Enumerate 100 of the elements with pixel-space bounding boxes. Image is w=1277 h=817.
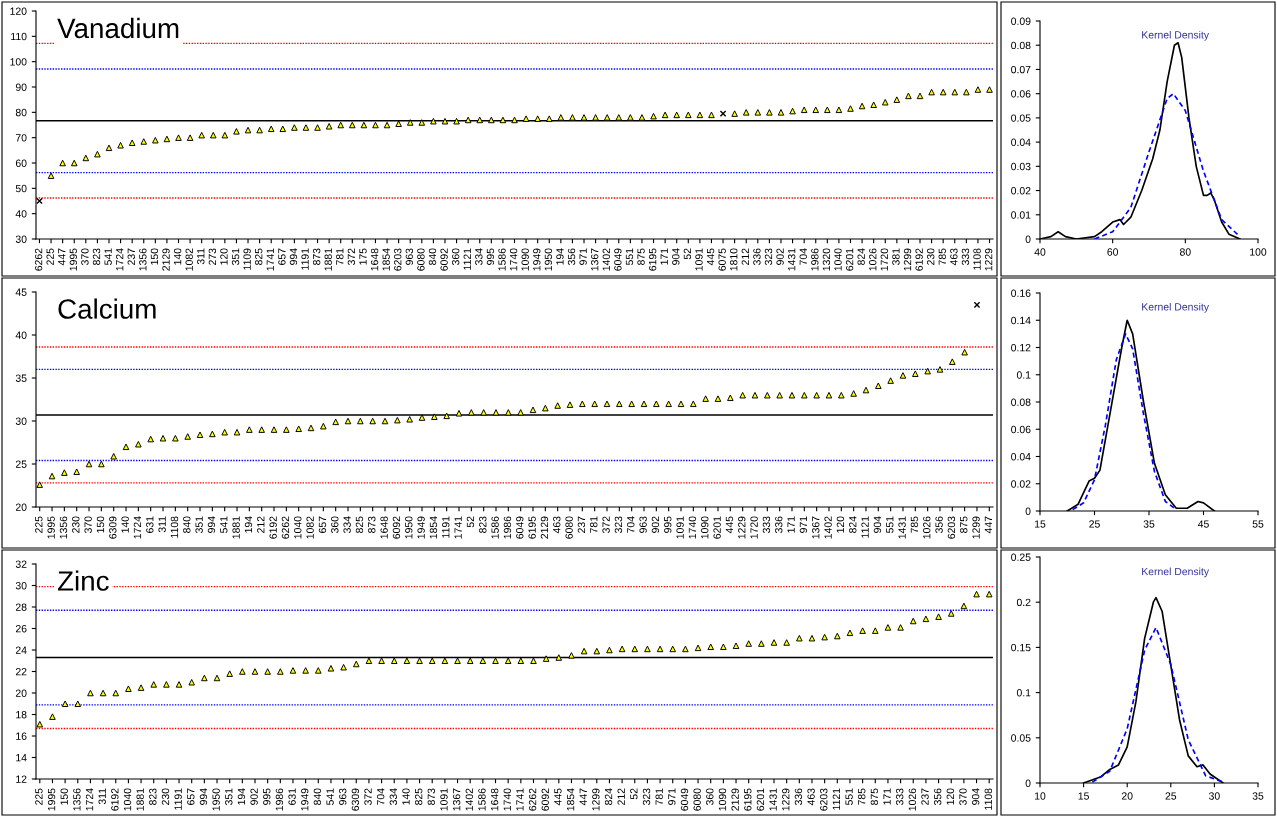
x-tick-label: 902	[651, 516, 660, 533]
x-tick-label: 1950	[212, 788, 220, 811]
x-tick-label: 225	[35, 516, 43, 533]
x-tick-label: 1108	[973, 248, 981, 270]
x-tick-label: 1724	[133, 516, 142, 539]
x-tick-label: 551	[845, 788, 853, 805]
y-tick-label: 0.04	[1011, 138, 1031, 146]
x-tick-label: 873	[427, 788, 436, 805]
x-tick-label: 447	[579, 788, 587, 806]
x-tick-label: 1986	[503, 516, 512, 539]
x-tick-label: 781	[655, 788, 663, 805]
x-tick-label: 1586	[491, 516, 499, 539]
x-tick-label: 1090	[718, 788, 727, 811]
x-tick-label: 6203	[394, 248, 402, 271]
x-tick-label: 237	[577, 516, 586, 533]
x-tick-label: 175	[359, 248, 367, 265]
x-tick-label: 1648	[490, 788, 499, 811]
x-tick-label: 963	[405, 248, 414, 265]
x-tick-label: 445	[725, 516, 734, 534]
chart-title: Zinc	[57, 570, 109, 591]
x-tick-label: 194	[244, 516, 253, 533]
x-tick-label: 351	[225, 788, 233, 806]
x-tick-label: 463	[553, 516, 561, 534]
y-tick-label: 28	[15, 603, 27, 611]
y-tick-label: 0.2	[1016, 598, 1031, 607]
x-tick-label: 356	[935, 516, 943, 534]
x-tick-label: 1040	[123, 788, 132, 811]
x-tick-label: 52	[466, 516, 475, 528]
x-tick-label: 372	[602, 516, 610, 534]
x-tick-label: 1121	[463, 248, 471, 270]
x-tick-label: 1082	[306, 516, 314, 539]
x-tick-label: 370	[959, 788, 967, 806]
x-tick-label: 311	[98, 788, 106, 805]
x-tick-label: 704	[377, 788, 385, 805]
x-tick-label: 1949	[417, 516, 425, 539]
x-tick-label: 551	[625, 248, 634, 265]
x-tick-label: 902	[250, 788, 258, 805]
x-tick-label: 6092	[392, 516, 401, 539]
x-tick-label: 1648	[370, 248, 379, 271]
x-tick-label: 1191	[174, 788, 182, 810]
x-tick-label: 237	[127, 248, 135, 265]
x-tick-label: 704	[799, 248, 807, 265]
x-tick-label: 1986	[811, 248, 819, 271]
x-tick-label: 370	[84, 516, 92, 534]
y-tick-label: 18	[16, 711, 27, 719]
x-tick-label: 6195	[744, 788, 752, 811]
x-tick-label: 824	[849, 516, 857, 533]
x-tick-label: 334	[343, 516, 351, 534]
x-tick-label: 1229	[738, 516, 746, 539]
x-tick-label: 6075	[718, 248, 726, 271]
x-tick-label: 1121	[861, 516, 869, 538]
x-tick-label: 45	[1197, 520, 1209, 528]
x-tick-label: 6262	[34, 248, 43, 271]
x-tick-label: 1986	[275, 788, 284, 811]
x-tick-label: 1881	[136, 788, 144, 811]
x-tick-label: 1402	[465, 788, 473, 811]
x-tick-label: 995	[263, 788, 271, 805]
y-tick-label: 30	[15, 582, 27, 590]
x-tick-label: 230	[161, 788, 170, 805]
x-tick-label: 225	[35, 788, 43, 805]
x-tick-label: 20	[1121, 792, 1133, 800]
x-tick-label: 15	[1078, 792, 1089, 800]
x-tick-label: 15	[1035, 520, 1046, 528]
x-tick-label: 1431	[787, 248, 796, 271]
x-tick-label: 212	[617, 788, 625, 805]
x-tick-label: 1995	[69, 248, 78, 271]
x-tick-label: 551	[886, 516, 894, 533]
x-tick-label: 1299	[592, 788, 600, 811]
x-tick-label: 80	[1179, 248, 1191, 256]
y-tick-label: 0.16	[1011, 289, 1031, 297]
x-tick-label: 6309	[109, 516, 117, 539]
y-tick-label: 0.02	[1011, 187, 1031, 195]
y-tick-label: 0.12	[1011, 344, 1031, 352]
x-tick-label: 6262	[281, 516, 290, 539]
x-tick-label: 6092	[440, 248, 448, 271]
x-tick-label: 1356	[139, 248, 147, 271]
x-tick-label: 323	[642, 788, 651, 806]
x-tick-label: 541	[326, 788, 334, 805]
y-tick-label: 90	[15, 83, 27, 91]
y-tick-label: 32	[15, 560, 27, 568]
x-tick-label: 704	[627, 516, 635, 533]
x-tick-label: 225	[46, 248, 54, 265]
y-tick-label: 0.15	[1011, 643, 1031, 652]
x-tick-label: 994	[199, 788, 208, 805]
x-tick-label: 904	[873, 516, 882, 533]
x-tick-label: 541	[104, 248, 112, 265]
x-tick-label: 963	[339, 788, 347, 805]
x-tick-label: 1720	[750, 516, 758, 539]
x-tick-label: 323	[764, 248, 773, 266]
x-tick-label: 6309	[351, 788, 360, 811]
x-tick-label: 1026	[923, 516, 931, 539]
y-tick-label: 26	[15, 625, 27, 633]
x-tick-label: 1741	[266, 248, 274, 271]
x-tick-label: 230	[927, 248, 935, 265]
y-tick-label: 12	[16, 775, 27, 783]
x-tick-label: 311	[158, 516, 166, 533]
x-tick-label: 1367	[591, 248, 599, 271]
x-tick-label: 360	[451, 248, 460, 266]
x-tick-label: 6049	[680, 788, 689, 811]
y-tick-label: 0.06	[1011, 425, 1031, 434]
